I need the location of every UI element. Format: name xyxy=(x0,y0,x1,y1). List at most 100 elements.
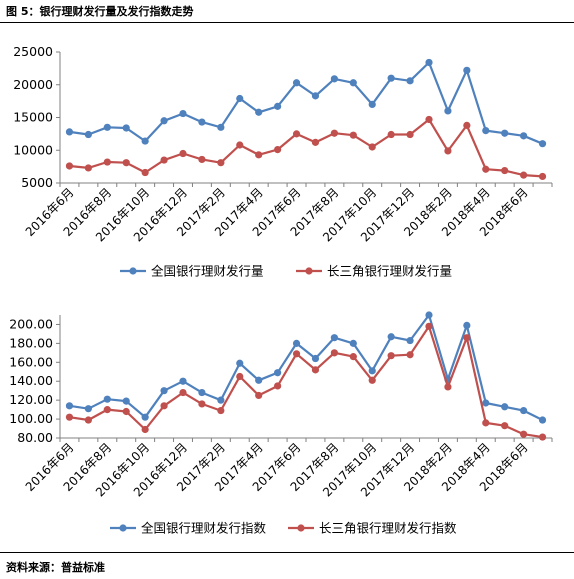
data-point-s2 xyxy=(141,168,149,177)
data-point-s1 xyxy=(236,359,244,367)
data-point-s2 xyxy=(501,166,509,175)
data-point-s2 xyxy=(387,130,395,139)
data-point-s1 xyxy=(179,377,187,385)
data-point-s2 xyxy=(179,149,187,158)
data-point-s1 xyxy=(274,369,282,377)
data-point-s1 xyxy=(274,102,282,110)
legend-label-1: 全国银行理财发行量 xyxy=(151,264,264,279)
legend-marker-1 xyxy=(119,524,127,532)
data-point-s1 xyxy=(387,74,395,82)
data-point-s2 xyxy=(425,115,433,124)
legend-label-2: 长三角银行理财发行量 xyxy=(327,264,452,279)
data-point-s1 xyxy=(103,123,111,131)
data-point-s2 xyxy=(292,130,301,138)
legend-marker-2 xyxy=(297,524,305,532)
issuance-volume-chart: 5000100001500020000250002016年6月2016年8月20… xyxy=(13,44,553,279)
y-tick-label: 120.00 xyxy=(9,392,53,407)
data-point-s1 xyxy=(141,413,149,421)
data-point-s1 xyxy=(179,109,187,118)
data-point-s1 xyxy=(84,130,92,139)
series-line-2 xyxy=(69,325,543,439)
data-point-s1 xyxy=(349,339,357,347)
data-point-s2 xyxy=(65,413,74,421)
data-point-s2 xyxy=(103,406,111,414)
data-point-s2 xyxy=(482,165,490,173)
data-point-s2 xyxy=(65,162,74,170)
data-point-s1 xyxy=(368,367,376,375)
data-point-s1 xyxy=(538,416,547,424)
data-point-s1 xyxy=(425,311,433,319)
data-point-s2 xyxy=(198,155,206,164)
legend-marker-1 xyxy=(129,267,137,275)
data-point-s2 xyxy=(425,322,433,330)
data-point-s2 xyxy=(538,172,547,181)
data-point-s1 xyxy=(311,354,320,363)
data-point-s1 xyxy=(141,137,149,145)
legend-marker-2 xyxy=(305,267,313,275)
data-point-s2 xyxy=(368,376,376,384)
y-tick-label: 180.00 xyxy=(9,335,53,350)
data-point-s1 xyxy=(425,58,433,67)
data-point-s2 xyxy=(236,141,244,149)
data-point-s1 xyxy=(122,124,130,132)
data-point-s2 xyxy=(103,158,111,166)
y-tick-label: 25000 xyxy=(13,44,53,59)
data-point-s1 xyxy=(463,66,471,74)
data-point-s1 xyxy=(292,339,301,347)
y-tick-label: 100.00 xyxy=(9,411,53,426)
series-line-1 xyxy=(69,61,543,145)
data-point-s2 xyxy=(520,171,528,179)
data-point-s2 xyxy=(160,156,168,164)
data-point-s2 xyxy=(538,433,547,441)
data-point-s2 xyxy=(330,349,338,357)
data-point-s1 xyxy=(538,140,547,148)
data-point-s1 xyxy=(217,396,225,404)
data-point-s2 xyxy=(179,388,187,397)
source-note: 资料来源：普益标准 xyxy=(6,561,105,574)
data-point-s1 xyxy=(444,107,452,115)
issuance-index-chart: 80.00 100.00 120.00 140.00 160.00 180.00 200.0… xyxy=(9,311,553,536)
data-point-s2 xyxy=(482,419,490,427)
data-point-s2 xyxy=(292,350,301,358)
series-line-1 xyxy=(69,313,543,421)
data-point-s1 xyxy=(198,388,206,397)
data-point-s1 xyxy=(198,118,206,126)
data-point-s2 xyxy=(236,372,244,381)
y-tick-label: 140.00 xyxy=(9,373,53,388)
data-point-s1 xyxy=(463,321,471,330)
data-point-s2 xyxy=(463,334,471,342)
data-point-s1 xyxy=(255,108,263,116)
data-point-s1 xyxy=(65,402,74,410)
data-point-s2 xyxy=(387,352,395,360)
data-point-s1 xyxy=(103,395,111,403)
data-point-s2 xyxy=(406,130,414,139)
data-point-s1 xyxy=(122,397,130,405)
data-point-s1 xyxy=(292,79,301,87)
data-point-s2 xyxy=(255,151,263,159)
data-point-s2 xyxy=(141,425,149,434)
data-point-s2 xyxy=(217,159,225,167)
data-point-s1 xyxy=(501,403,509,411)
y-tick-label: 80.00 xyxy=(17,430,53,445)
data-point-s2 xyxy=(368,143,376,151)
data-point-s2 xyxy=(255,391,263,400)
data-point-s2 xyxy=(274,382,282,390)
data-point-s2 xyxy=(501,422,509,430)
figure-title: 图 5：银行理财发行量及发行指数走势 xyxy=(6,5,194,18)
data-point-s1 xyxy=(482,127,490,135)
legend-label-2: 长三角银行理财发行指数 xyxy=(319,521,457,536)
y-tick-label: 200.00 xyxy=(9,316,53,331)
data-point-s1 xyxy=(217,123,225,131)
data-point-s2 xyxy=(311,366,320,374)
data-point-s2 xyxy=(198,400,206,408)
source-divider xyxy=(0,552,574,553)
data-point-s1 xyxy=(65,128,74,136)
data-point-s2 xyxy=(274,145,282,154)
data-point-s2 xyxy=(406,351,414,359)
data-point-s2 xyxy=(84,164,92,172)
data-point-s2 xyxy=(217,406,225,415)
data-point-s1 xyxy=(160,387,168,395)
series-line-2 xyxy=(69,118,543,178)
data-point-s1 xyxy=(368,100,376,108)
data-point-s1 xyxy=(311,92,320,100)
